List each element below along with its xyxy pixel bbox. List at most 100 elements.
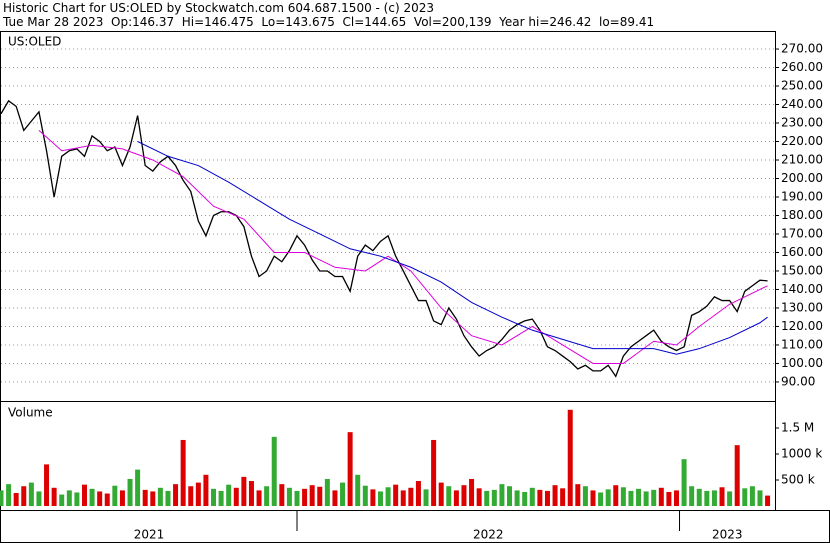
volume-bar [188,486,194,506]
volume-bar [438,482,444,506]
volume-bar [104,493,110,506]
y-tick-label: 110.00 [781,337,823,351]
volume-bar [44,464,50,506]
volume-bar [370,489,376,506]
y-tick-label: 210.00 [781,152,823,166]
period-label: 2022 [473,528,504,542]
volume-bar [749,486,755,506]
y-tick-label: 220.00 [781,134,823,148]
volume-bar [666,491,672,506]
volume-bar [734,445,740,506]
volume-bar [491,489,497,506]
y-tick-label: 90.00 [781,374,815,388]
volume-bar [332,490,338,506]
volume-bar [484,490,490,506]
volume-bar [605,489,611,506]
volume-bar [340,482,346,506]
volume-bar [21,486,27,506]
volume-bar [431,439,437,506]
volume-bar [514,490,520,506]
volume-bar [446,486,452,506]
volume-bar [385,487,391,506]
volume-bar [347,432,353,506]
time-panel [0,510,830,543]
y-tick-label: 130.00 [781,300,823,314]
volume-bar [620,487,626,506]
volume-bar [689,486,695,506]
volume-bar [309,485,315,506]
volume-bar [598,492,604,506]
volume-bar [135,469,141,506]
volume-bar [552,485,558,506]
volume-bar [681,459,687,506]
volume-bar [461,485,467,506]
volume-bar [81,484,87,506]
volume-bar [704,490,710,506]
y-tick-label: 260.00 [781,60,823,74]
volume-bar [89,488,95,506]
volume-bar [560,488,566,506]
volume-bar [529,487,535,506]
y-tick-label: 140.00 [781,282,823,296]
volume-bar [294,490,300,506]
y-tick-label: 190.00 [781,189,823,203]
volume-bar [355,474,361,506]
volume-bar [711,490,717,506]
y-tick-label: 270.00 [781,42,823,56]
volume-bar [97,491,103,506]
y-tick-label: 100.00 [781,356,823,370]
volume-bar [324,478,330,506]
volume-bar [651,489,657,506]
volume-bar [673,490,679,506]
volume-bar [127,478,133,506]
volume-bar [36,491,42,506]
volume-bar [59,494,65,506]
volume-bar [180,439,186,506]
volume-bar [317,486,323,506]
header-quote: Tue Mar 28 2023 Op:146.37 Hi=146.475 Lo=… [3,15,655,29]
volume-bar [522,491,528,506]
volume-bar [393,484,399,506]
y-tick-label: 250.00 [781,79,823,93]
y-tick-label: 1.5 M [781,420,814,434]
volume-bar [643,491,649,506]
volume-bar [51,487,57,506]
volume-bar [248,481,254,506]
header-title: Historic Chart for US:OLED by Stockwatch… [3,1,434,15]
volume-bar [74,492,80,506]
volume-bar [264,486,270,506]
price-line [0,99,768,378]
volume-bar [400,490,406,506]
volume-bar [757,490,763,506]
y-tick-label: 230.00 [781,116,823,130]
price-panel-title: US:OLED [8,35,61,49]
volume-bar [719,487,725,506]
volume-bar [590,490,596,506]
volume-bar [165,490,171,506]
volume-bar [226,484,232,506]
volume-bar [271,436,277,506]
y-tick-label: 170.00 [781,226,823,240]
volume-panel-title: Volume [8,406,53,420]
volume-bar [567,409,573,506]
volume-bar [28,482,34,506]
price-line [38,130,768,364]
period-label: 2021 [134,528,165,542]
volume-bar [408,487,414,506]
y-tick-label: 160.00 [781,245,823,259]
volume-bar [142,489,148,506]
volume-bar [469,478,475,506]
volume-bar [575,484,581,506]
volume-bar [507,486,513,506]
volume-bar [195,482,201,506]
price-panel [0,31,776,402]
volume-bar [362,485,368,506]
volume-bar [286,487,292,506]
volume-bar [613,485,619,506]
y-tick-label: 1000 k [781,446,822,460]
volume-bar [150,491,156,506]
volume-bar [742,488,748,506]
volume-bar [476,488,482,506]
